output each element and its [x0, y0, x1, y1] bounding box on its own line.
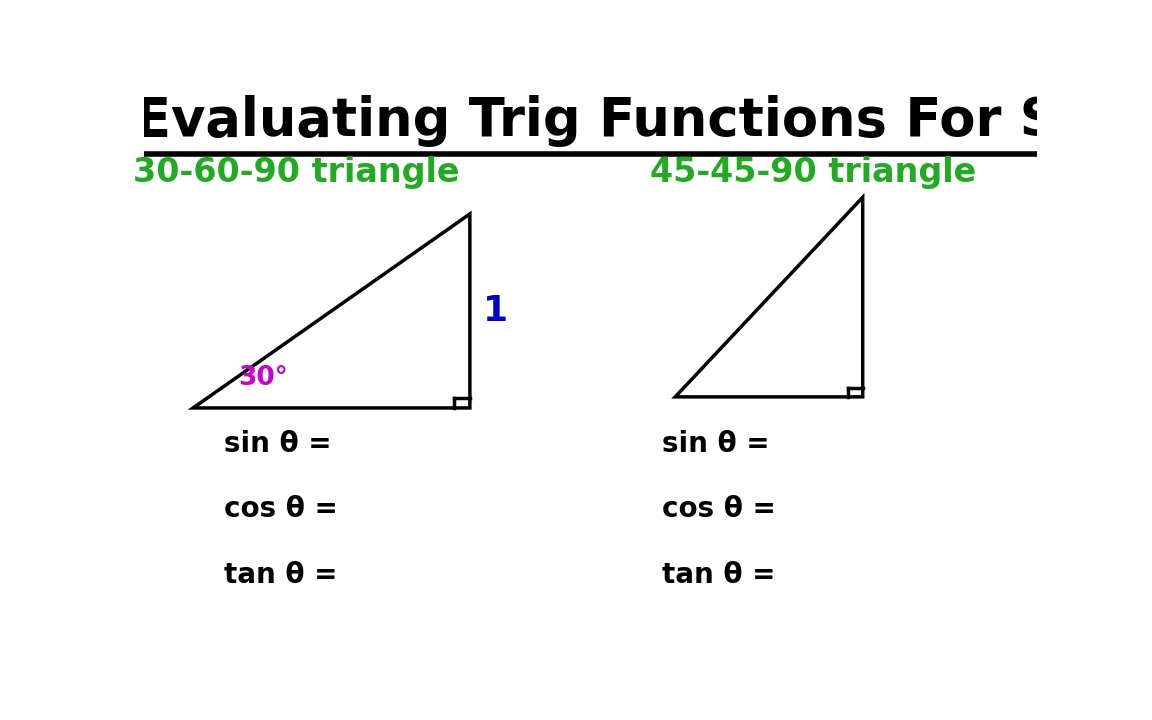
Text: Evaluating Trig Functions For Special Triangles: Evaluating Trig Functions For Special Tr…	[135, 95, 1152, 147]
Text: tan θ =: tan θ =	[661, 561, 775, 589]
Text: sin θ =: sin θ =	[661, 430, 770, 458]
Text: cos θ =: cos θ =	[661, 495, 775, 523]
Text: sin θ =: sin θ =	[225, 430, 332, 458]
Text: cos θ =: cos θ =	[225, 495, 339, 523]
Text: 1: 1	[484, 294, 508, 328]
Text: 30-60-90 triangle: 30-60-90 triangle	[132, 156, 458, 189]
Text: 30°: 30°	[237, 365, 288, 392]
Text: tan θ =: tan θ =	[225, 561, 338, 589]
Text: 45-45-90 triangle: 45-45-90 triangle	[651, 156, 977, 189]
